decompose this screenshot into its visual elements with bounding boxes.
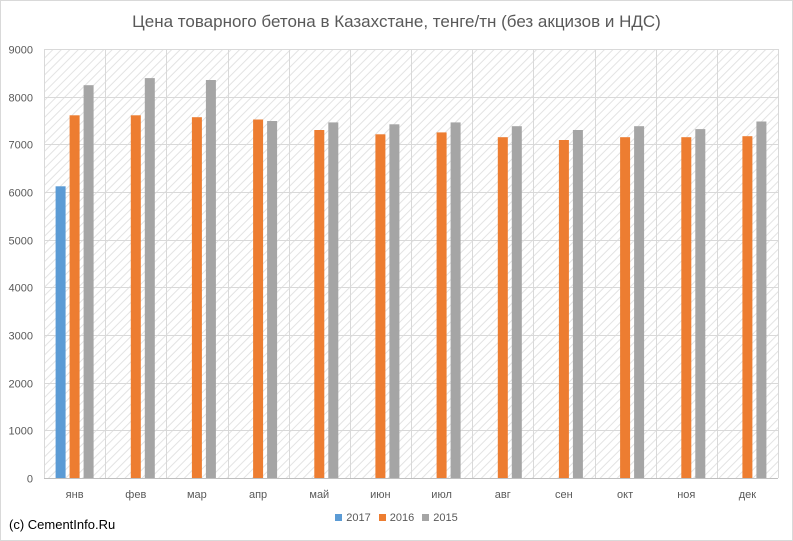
chart-title: Цена товарного бетона в Казахстане, тенг… [132, 12, 661, 31]
legend-swatch [335, 514, 343, 521]
y-tick-label: 1000 [9, 426, 33, 438]
bar-2016-сен [558, 140, 569, 478]
x-tick-label: дек [739, 489, 757, 501]
copyright-note: (c) CementInfo.Ru [9, 517, 116, 532]
y-tick-label: 9000 [9, 45, 33, 57]
x-tick-label: июн [370, 489, 390, 501]
legend-swatch [378, 514, 386, 521]
y-tick-label: 2000 [9, 379, 33, 391]
bar-2015-окт [634, 126, 645, 478]
bar-2015-ноя [695, 129, 706, 478]
y-tick-label: 4000 [9, 283, 33, 295]
legend-item: 2016 [378, 512, 415, 524]
legend-item: 2017 [335, 512, 371, 524]
legend-label: 2015 [433, 512, 458, 524]
bar-2015-фев [144, 78, 155, 478]
bar-2016-авг [497, 137, 508, 478]
legend-item: 2015 [422, 512, 458, 524]
bar-2016-фев [130, 115, 141, 479]
bar-2017-янв [55, 186, 66, 479]
bar-2015-май [328, 122, 339, 479]
y-tick-label: 0 [27, 474, 33, 486]
bar-2015-дек [756, 121, 767, 478]
y-tick-label: 7000 [9, 140, 33, 152]
x-tick-label: янв [66, 489, 84, 501]
x-tick-label: май [309, 489, 329, 501]
bar-2015-июн [389, 124, 400, 479]
bar-2015-мар [205, 80, 216, 478]
x-tick-label: апр [249, 489, 267, 501]
x-tick-label: ноя [677, 489, 695, 501]
x-tick-label: окт [617, 489, 633, 501]
x-tick-label: июл [431, 489, 452, 501]
x-tick-label: мар [187, 489, 207, 501]
legend-swatch [422, 514, 430, 521]
bar-2016-июл [436, 132, 447, 478]
bar-2016-июн [375, 134, 386, 479]
bar-2016-янв [69, 115, 80, 479]
x-tick-label: сен [555, 489, 573, 501]
legend-label: 2016 [389, 512, 415, 524]
bar-2015-сен [572, 130, 583, 478]
bar-2015-апр [267, 121, 278, 478]
x-tick-label: авг [495, 489, 511, 501]
y-tick-label: 3000 [9, 331, 33, 343]
bar-2016-апр [253, 119, 264, 478]
bar-2015-авг [511, 126, 522, 478]
legend-label: 2017 [346, 512, 371, 524]
chart-legend: 2017 2016 2015 [0, 512, 793, 524]
bar-2016-ноя [681, 137, 692, 478]
x-tick-label: фев [125, 489, 146, 501]
y-tick-label: 8000 [9, 93, 33, 105]
bar-2016-дек [742, 136, 753, 478]
bar-2016-май [314, 130, 325, 478]
y-tick-label: 5000 [9, 236, 33, 248]
bar-2016-мар [191, 117, 202, 478]
bar-2015-июл [450, 122, 461, 479]
y-tick-label: 6000 [9, 188, 33, 200]
bar-2016-окт [620, 137, 631, 478]
bar-2015-янв [83, 85, 94, 478]
